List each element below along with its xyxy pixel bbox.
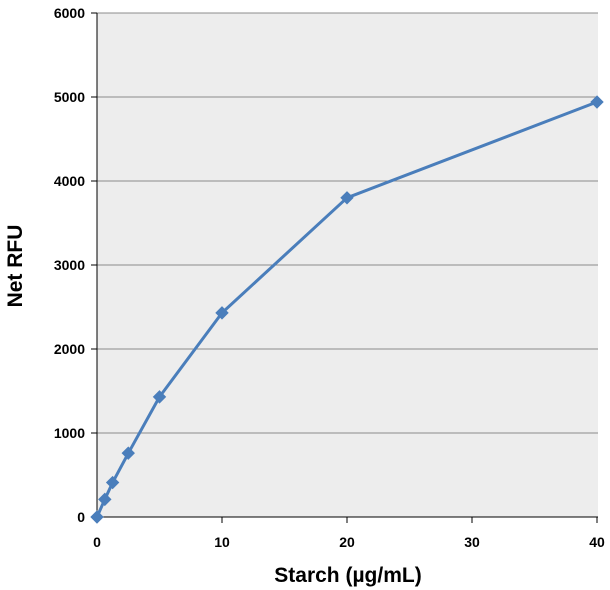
y-tick-label: 0 — [77, 509, 85, 525]
x-tick-label: 20 — [339, 534, 355, 550]
data-point — [152, 390, 167, 404]
data-point — [590, 95, 604, 109]
series — [90, 95, 604, 524]
x-tick-label: 40 — [589, 534, 605, 550]
x-tick-label: 0 — [93, 534, 101, 550]
tick-labels: 0 1000 2000 3000 4000 5000 6000 0 10 20 30 40 — [54, 5, 605, 550]
x-tick-label: 10 — [214, 534, 230, 550]
y-tick-label: 1000 — [54, 425, 85, 441]
data-point — [340, 191, 354, 205]
y-tick-label: 3000 — [54, 257, 85, 273]
data-point — [215, 306, 229, 320]
axes — [91, 12, 598, 523]
y-tick-label: 2000 — [54, 341, 85, 357]
x-tick-label: 30 — [464, 534, 480, 550]
y-axis-title: Net RFU — [4, 225, 27, 308]
y-tick-label: 5000 — [54, 89, 85, 105]
data-point — [90, 510, 104, 524]
y-tick-label: 4000 — [54, 173, 85, 189]
x-axis-title: Starch (µg/mL) — [274, 564, 421, 587]
data-point — [105, 475, 120, 490]
data-point — [98, 492, 112, 507]
y-tick-label: 6000 — [54, 5, 85, 21]
data-point — [121, 446, 135, 460]
gridlines — [97, 12, 598, 434]
